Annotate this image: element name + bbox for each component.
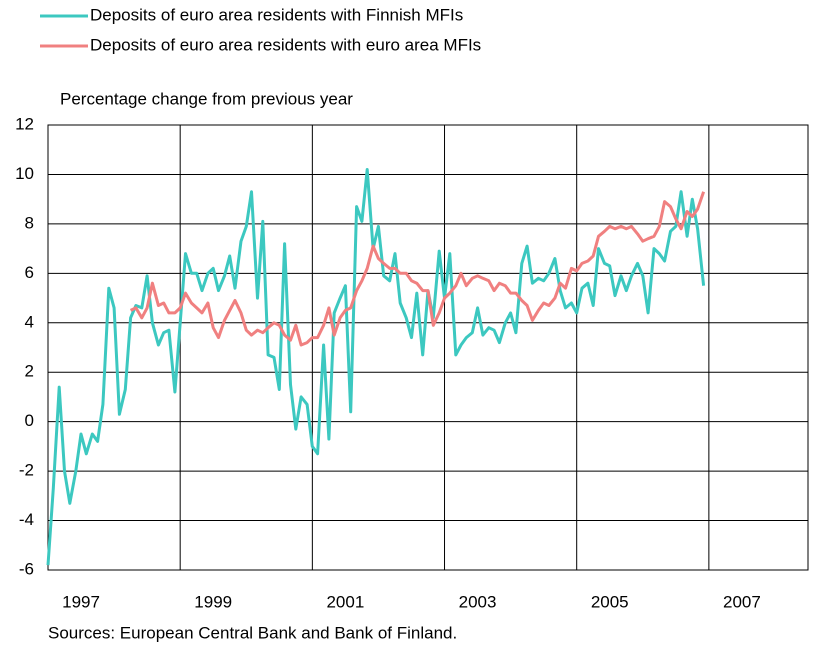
- x-tick-label: 2005: [591, 592, 629, 611]
- y-tick-label: 8: [25, 213, 34, 232]
- chart-subtitle: Percentage change from previous year: [60, 89, 353, 108]
- x-tick-label: 1997: [62, 592, 100, 611]
- y-tick-label: -6: [19, 559, 34, 578]
- y-tick-label: -2: [19, 461, 34, 480]
- plot-frame: [47, 124, 809, 571]
- y-tick-label: 0: [25, 411, 34, 430]
- legend-label: Deposits of euro area residents with Fin…: [90, 5, 463, 24]
- y-tick-label: 10: [15, 164, 34, 183]
- x-tick-label: 2003: [459, 592, 497, 611]
- source: Sources: European Central Bank and Bank …: [48, 623, 457, 642]
- x-tick-label: 1999: [194, 592, 232, 611]
- x-tick-label: 2001: [326, 592, 364, 611]
- y-tick-label: 4: [25, 312, 34, 331]
- y-tick-label: 6: [25, 263, 34, 282]
- x-tick-label: 2007: [723, 592, 761, 611]
- legend-label: Deposits of euro area residents with eur…: [90, 35, 481, 54]
- data-line: [46, 168, 706, 566]
- y-tick-label: 12: [15, 114, 34, 133]
- y-tick-label: 2: [25, 362, 34, 381]
- data-line: [129, 191, 706, 347]
- y-tick-label: -4: [19, 510, 34, 529]
